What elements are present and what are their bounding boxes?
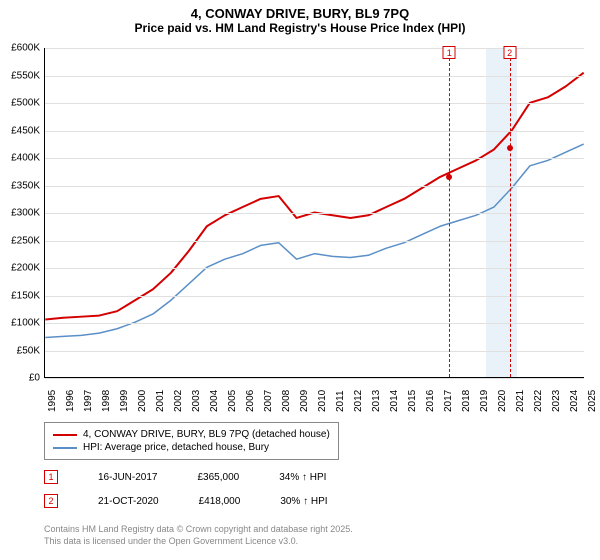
y-tick-label: £600K bbox=[0, 43, 40, 54]
marker-badge: 1 bbox=[44, 470, 58, 484]
y-tick-label: £100K bbox=[0, 318, 40, 329]
marker-callout: 1 bbox=[443, 46, 456, 59]
marker-callout: 2 bbox=[503, 46, 516, 59]
footer-line: Contains HM Land Registry data © Crown c… bbox=[44, 524, 353, 534]
x-tick-label: 2011 bbox=[335, 390, 346, 412]
x-tick-label: 2001 bbox=[155, 390, 166, 412]
x-tick-label: 2017 bbox=[443, 390, 454, 412]
marker-note: 30% ↑ HPI bbox=[280, 496, 327, 507]
legend-swatch bbox=[53, 447, 77, 449]
marker-row: 2 21-OCT-2020 £418,000 30% ↑ HPI bbox=[44, 494, 328, 508]
x-tick-label: 2022 bbox=[533, 390, 544, 412]
x-tick-label: 2023 bbox=[551, 390, 562, 412]
marker-row: 1 16-JUN-2017 £365,000 34% ↑ HPI bbox=[44, 470, 326, 484]
y-tick-label: £250K bbox=[0, 235, 40, 246]
legend-label: 4, CONWAY DRIVE, BURY, BL9 7PQ (detached… bbox=[83, 429, 330, 440]
y-tick-label: £400K bbox=[0, 153, 40, 164]
y-tick-label: £500K bbox=[0, 98, 40, 109]
marker-badge: 2 bbox=[44, 494, 58, 508]
x-tick-label: 2007 bbox=[263, 390, 274, 412]
x-tick-label: 2020 bbox=[497, 390, 508, 412]
x-tick-label: 2009 bbox=[299, 390, 310, 412]
marker-vline bbox=[449, 48, 450, 377]
marker-date: 21-OCT-2020 bbox=[98, 496, 159, 507]
x-tick-label: 2021 bbox=[515, 390, 526, 412]
legend-item: HPI: Average price, detached house, Bury bbox=[53, 442, 330, 453]
marker-note: 34% ↑ HPI bbox=[279, 472, 326, 483]
marker-vline bbox=[510, 48, 511, 377]
y-tick-label: £550K bbox=[0, 70, 40, 81]
x-tick-label: 2003 bbox=[191, 390, 202, 412]
x-tick-label: 2013 bbox=[371, 390, 382, 412]
y-tick-label: £350K bbox=[0, 180, 40, 191]
marker-date: 16-JUN-2017 bbox=[98, 472, 157, 483]
x-tick-label: 2005 bbox=[227, 390, 238, 412]
chart-title: 4, CONWAY DRIVE, BURY, BL9 7PQ bbox=[0, 6, 600, 21]
x-tick-label: 2018 bbox=[461, 390, 472, 412]
plot-area: 12 bbox=[44, 48, 584, 378]
x-tick-label: 1997 bbox=[83, 390, 94, 412]
y-tick-label: £50K bbox=[0, 345, 40, 356]
y-tick-label: £200K bbox=[0, 263, 40, 274]
x-tick-label: 2025 bbox=[587, 390, 598, 412]
marker-price: £418,000 bbox=[199, 496, 241, 507]
x-tick-label: 2015 bbox=[407, 390, 418, 412]
marker-dot bbox=[507, 145, 513, 151]
y-tick-label: £150K bbox=[0, 290, 40, 301]
x-tick-label: 2004 bbox=[209, 390, 220, 412]
x-tick-label: 2016 bbox=[425, 390, 436, 412]
x-tick-label: 1996 bbox=[65, 390, 76, 412]
legend: 4, CONWAY DRIVE, BURY, BL9 7PQ (detached… bbox=[44, 422, 339, 460]
x-tick-label: 2014 bbox=[389, 390, 400, 412]
legend-swatch bbox=[53, 434, 77, 436]
x-tick-label: 2010 bbox=[317, 390, 328, 412]
x-tick-label: 2000 bbox=[137, 390, 148, 412]
y-tick-label: £450K bbox=[0, 125, 40, 136]
chart-subtitle: Price paid vs. HM Land Registry's House … bbox=[0, 21, 600, 35]
legend-label: HPI: Average price, detached house, Bury bbox=[83, 442, 269, 453]
x-tick-label: 2006 bbox=[245, 390, 256, 412]
legend-item: 4, CONWAY DRIVE, BURY, BL9 7PQ (detached… bbox=[53, 429, 330, 440]
y-tick-label: £0 bbox=[0, 373, 40, 384]
x-tick-label: 1998 bbox=[101, 390, 112, 412]
x-tick-label: 1995 bbox=[47, 390, 58, 412]
x-tick-label: 2008 bbox=[281, 390, 292, 412]
marker-dot bbox=[446, 174, 452, 180]
y-tick-label: £300K bbox=[0, 208, 40, 219]
x-tick-label: 2002 bbox=[173, 390, 184, 412]
x-tick-label: 2024 bbox=[569, 390, 580, 412]
x-tick-label: 2012 bbox=[353, 390, 364, 412]
marker-price: £365,000 bbox=[197, 472, 239, 483]
x-tick-label: 1999 bbox=[119, 390, 130, 412]
chart-container: 4, CONWAY DRIVE, BURY, BL9 7PQ Price pai… bbox=[0, 0, 600, 560]
title-block: 4, CONWAY DRIVE, BURY, BL9 7PQ Price pai… bbox=[0, 0, 600, 35]
footer-line: This data is licensed under the Open Gov… bbox=[44, 536, 298, 546]
x-tick-label: 2019 bbox=[479, 390, 490, 412]
